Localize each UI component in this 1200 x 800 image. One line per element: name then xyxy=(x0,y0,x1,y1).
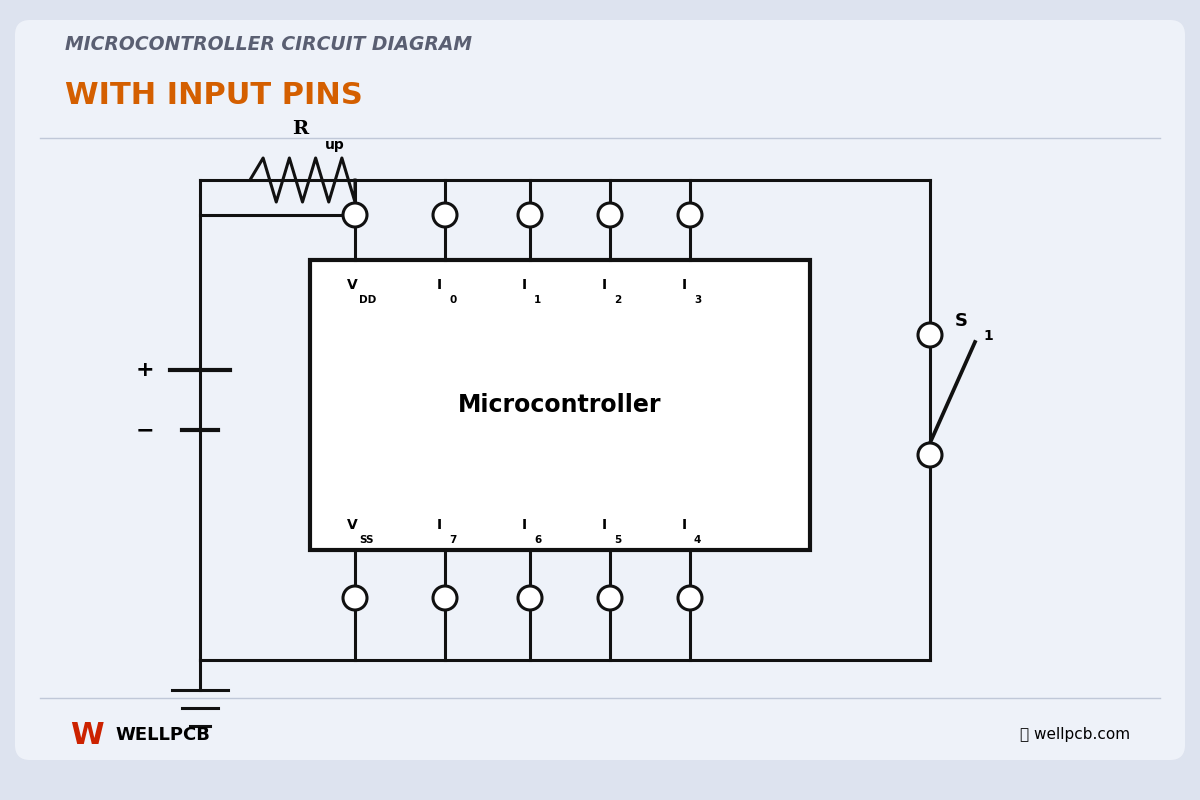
Circle shape xyxy=(518,203,542,227)
Text: 3: 3 xyxy=(694,295,701,305)
Text: W: W xyxy=(70,721,103,750)
Text: I: I xyxy=(682,518,688,532)
Circle shape xyxy=(343,586,367,610)
Text: 2: 2 xyxy=(614,295,622,305)
Circle shape xyxy=(433,203,457,227)
Text: I: I xyxy=(682,278,688,292)
Text: I: I xyxy=(522,278,527,292)
Text: −: − xyxy=(136,420,155,440)
Text: I: I xyxy=(602,278,607,292)
Text: +: + xyxy=(136,360,155,380)
Circle shape xyxy=(518,586,542,610)
Text: 1: 1 xyxy=(534,295,541,305)
Text: ⌖ wellpcb.com: ⌖ wellpcb.com xyxy=(1020,727,1130,742)
Circle shape xyxy=(598,586,622,610)
FancyBboxPatch shape xyxy=(14,20,1186,760)
Text: 0: 0 xyxy=(449,295,456,305)
Text: I: I xyxy=(437,278,442,292)
Text: 5: 5 xyxy=(614,535,622,545)
Text: SS: SS xyxy=(359,535,373,545)
Circle shape xyxy=(598,203,622,227)
Text: V: V xyxy=(347,518,358,532)
Circle shape xyxy=(918,443,942,467)
Text: WELLPCB: WELLPCB xyxy=(115,726,210,744)
Text: DD: DD xyxy=(359,295,377,305)
Text: 7: 7 xyxy=(449,535,456,545)
Circle shape xyxy=(918,323,942,347)
Text: MICROCONTROLLER CIRCUIT DIAGRAM: MICROCONTROLLER CIRCUIT DIAGRAM xyxy=(65,35,472,54)
Text: I: I xyxy=(522,518,527,532)
Circle shape xyxy=(343,203,367,227)
Text: S: S xyxy=(955,312,968,330)
Text: V: V xyxy=(347,278,358,292)
FancyBboxPatch shape xyxy=(310,260,810,550)
Text: 1: 1 xyxy=(983,329,992,343)
Circle shape xyxy=(433,586,457,610)
Text: R: R xyxy=(293,120,308,138)
Text: 6: 6 xyxy=(534,535,541,545)
Text: I: I xyxy=(602,518,607,532)
Text: WITH INPUT PINS: WITH INPUT PINS xyxy=(65,81,362,110)
Text: 4: 4 xyxy=(694,535,701,545)
Text: up: up xyxy=(324,138,344,152)
Text: I: I xyxy=(437,518,442,532)
Text: Microcontroller: Microcontroller xyxy=(458,393,661,417)
Circle shape xyxy=(678,203,702,227)
Circle shape xyxy=(678,586,702,610)
